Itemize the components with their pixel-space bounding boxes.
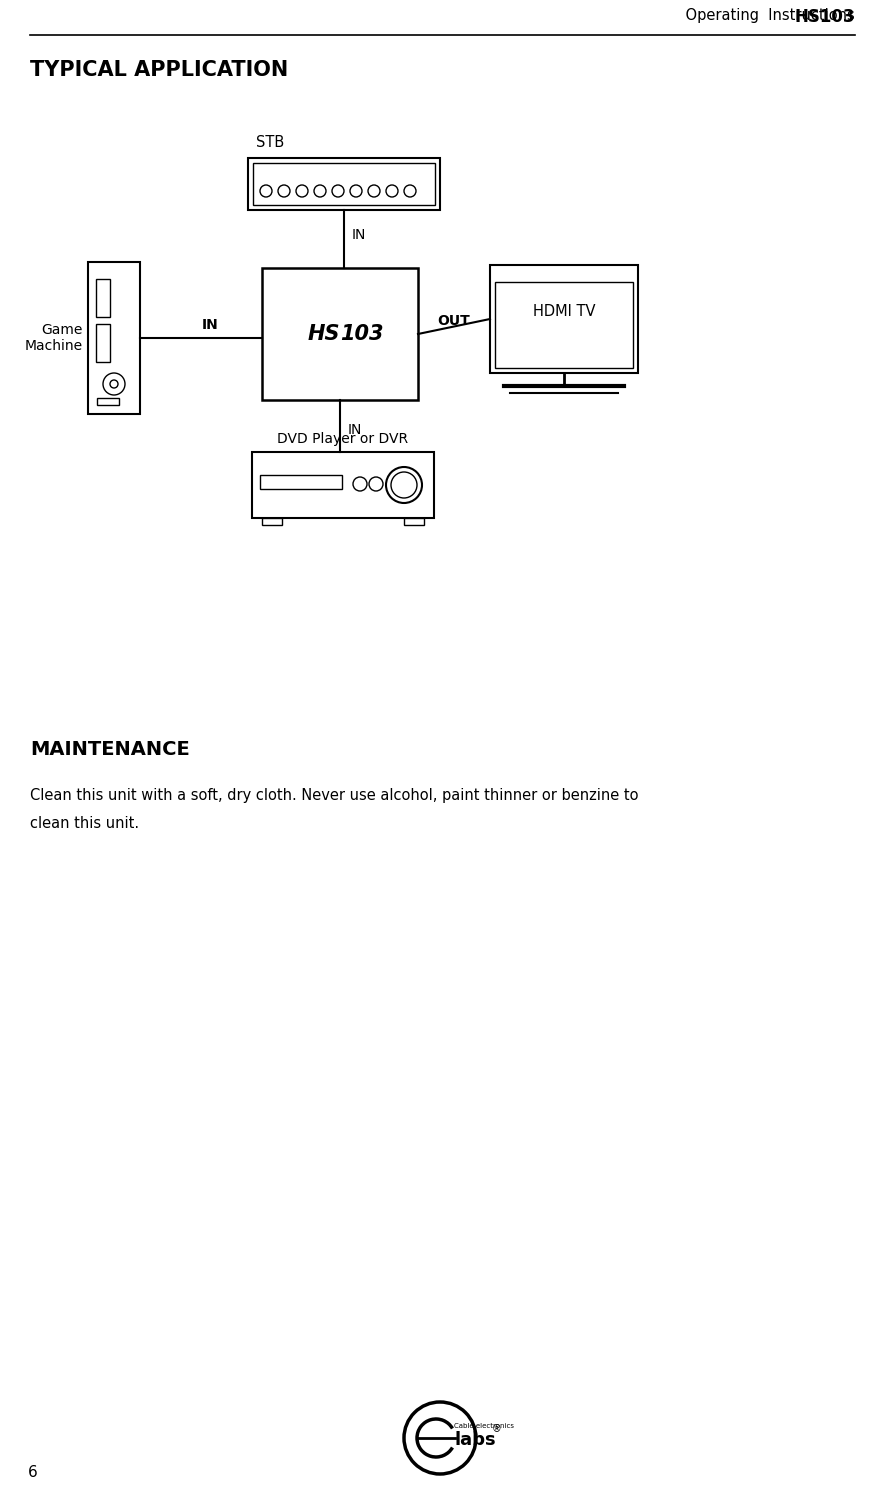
Bar xyxy=(252,453,434,519)
Bar xyxy=(96,324,110,361)
Bar xyxy=(495,282,633,367)
Text: MAINTENANCE: MAINTENANCE xyxy=(30,741,190,758)
Text: TYPICAL APPLICATION: TYPICAL APPLICATION xyxy=(30,60,289,79)
Circle shape xyxy=(332,184,344,196)
Text: Cable electronics: Cable electronics xyxy=(454,1423,514,1429)
Bar xyxy=(253,163,435,205)
Bar xyxy=(260,475,342,489)
Text: HS: HS xyxy=(307,324,340,343)
Text: HDMI TV: HDMI TV xyxy=(532,303,595,318)
Text: IN: IN xyxy=(202,318,218,331)
Text: labs: labs xyxy=(455,1432,496,1450)
Circle shape xyxy=(110,381,118,388)
Text: IN: IN xyxy=(348,423,363,438)
Text: Game
Machine: Game Machine xyxy=(25,322,83,354)
Circle shape xyxy=(260,184,272,196)
Bar xyxy=(97,399,119,405)
Bar xyxy=(88,262,140,414)
Text: clean this unit.: clean this unit. xyxy=(30,815,139,830)
Text: IN: IN xyxy=(352,228,366,241)
Text: 6: 6 xyxy=(28,1465,38,1480)
Bar xyxy=(262,268,418,400)
Circle shape xyxy=(103,373,125,396)
Circle shape xyxy=(353,477,367,492)
Circle shape xyxy=(391,472,417,498)
Bar xyxy=(248,157,440,210)
Circle shape xyxy=(386,468,422,504)
Text: HS103: HS103 xyxy=(795,7,855,25)
Circle shape xyxy=(278,184,290,196)
Circle shape xyxy=(404,1402,476,1474)
Circle shape xyxy=(368,184,380,196)
Circle shape xyxy=(314,184,326,196)
Circle shape xyxy=(369,477,383,492)
Circle shape xyxy=(386,184,398,196)
Text: OUT: OUT xyxy=(437,313,471,328)
Text: STB: STB xyxy=(256,135,284,150)
Bar xyxy=(490,265,638,373)
Circle shape xyxy=(350,184,362,196)
Bar xyxy=(262,519,282,525)
Bar xyxy=(96,279,110,316)
Text: Operating  Instructions: Operating Instructions xyxy=(630,7,855,22)
Text: Clean this unit with a soft, dry cloth. Never use alcohol, paint thinner or benz: Clean this unit with a soft, dry cloth. … xyxy=(30,788,639,803)
Text: 103: 103 xyxy=(340,324,384,343)
Circle shape xyxy=(404,184,416,196)
Circle shape xyxy=(296,184,308,196)
Text: ®: ® xyxy=(492,1424,502,1435)
Bar xyxy=(404,519,424,525)
Text: DVD Player or DVR: DVD Player or DVR xyxy=(277,432,408,447)
